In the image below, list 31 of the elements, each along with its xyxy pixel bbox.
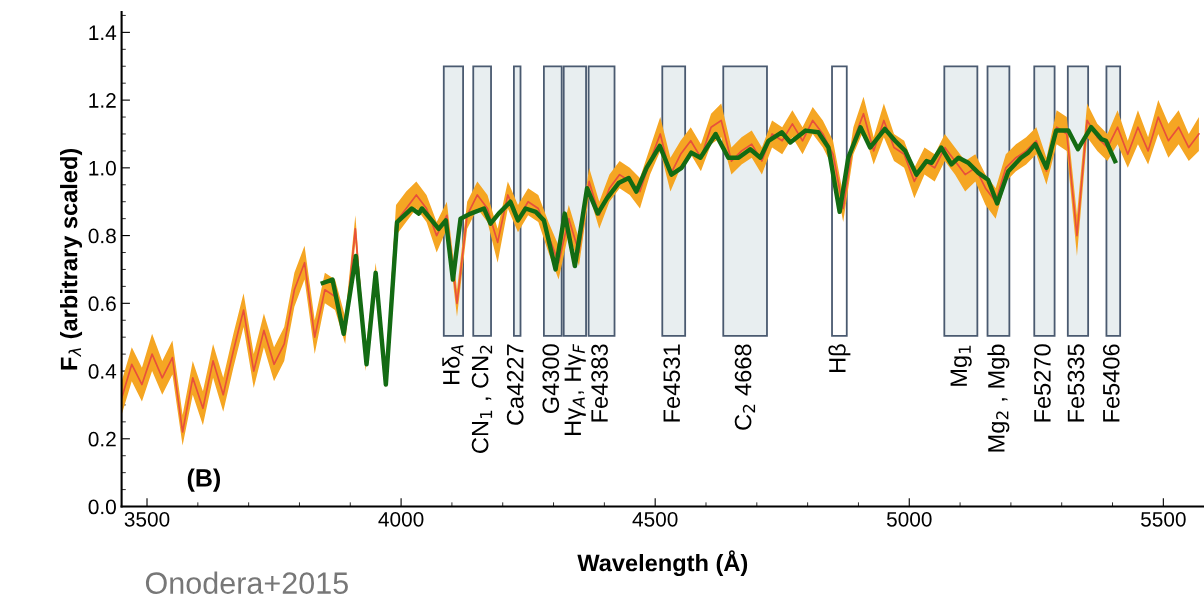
band-label: Hδ$_{A}$ <box>442 345 464 384</box>
band-label: C$_{2}$ 4668 <box>734 344 756 430</box>
x-tick-label: 5000 <box>886 511 932 527</box>
y-tick-label: 0.6 <box>88 296 116 312</box>
band-label: Hβ <box>828 344 851 373</box>
y-axis-title: F$_{λ}$ (arbitrary scaled) <box>60 148 83 370</box>
annotation: (B) <box>187 468 221 492</box>
band-label: Fe5270 <box>1034 344 1051 422</box>
text: Onodera+2015 <box>145 571 348 594</box>
y-tick-label: 1.4 <box>89 25 117 40</box>
x-tick-label: 5500 <box>1141 511 1186 527</box>
band-label: Ca4227 <box>506 344 524 425</box>
y-tick-label: 0.2 <box>88 431 116 447</box>
y-tick-label: 0.8 <box>88 228 116 244</box>
x-tick-label: 4000 <box>378 511 424 527</box>
x-axis-title: Wavelength (Å) <box>577 550 748 577</box>
y-tick-label: 1.0 <box>89 160 116 176</box>
band-label: Fe5406 <box>1102 344 1120 422</box>
band-label: G4300 <box>542 344 560 414</box>
band-label: Mg$_{2}$ , Mgb <box>987 344 1010 452</box>
x-tick-label: 4500 <box>632 511 678 527</box>
band-label: CN$_{1}$ , CN$_{2}$ <box>471 345 493 453</box>
y-tick-label: 0.0 <box>88 499 116 515</box>
band-label: Mg$_{1}$ <box>950 345 972 386</box>
band-label: Fe5335 <box>1067 344 1085 422</box>
y-tick-label: 1.2 <box>89 93 116 108</box>
x-tick-label: 3500 <box>124 511 170 527</box>
band-label: Fe4383 <box>591 344 608 422</box>
band-label: Fe4531 <box>663 344 681 422</box>
y-tick-label: 0.4 <box>88 364 117 379</box>
band-label: Hγ$_{A}$, Hγ$_{F}$ <box>564 343 586 435</box>
